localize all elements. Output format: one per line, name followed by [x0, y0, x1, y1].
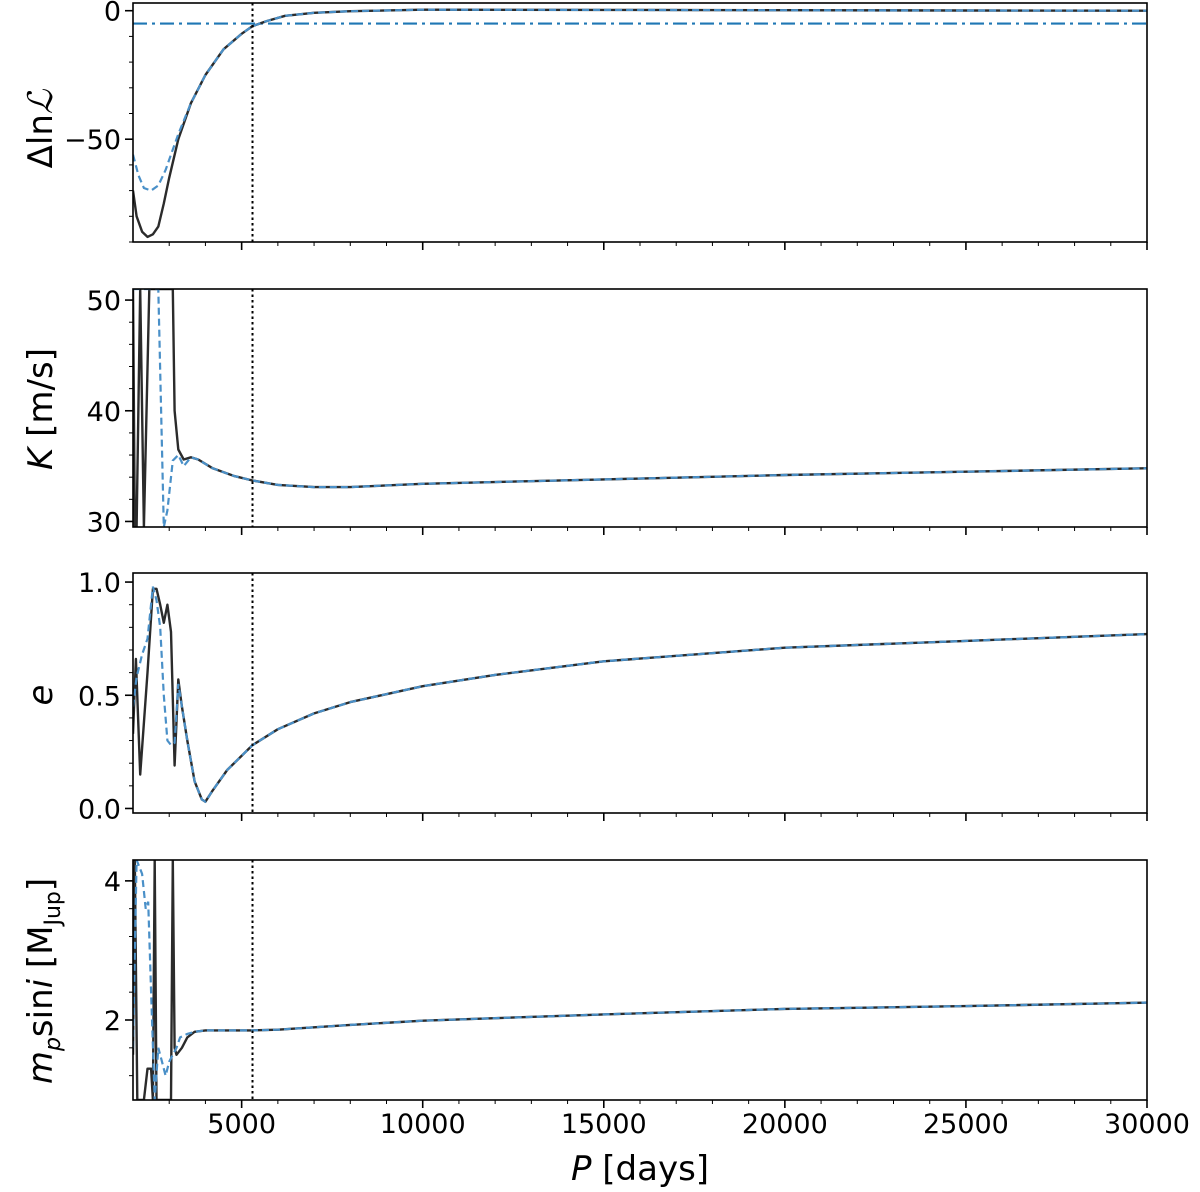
- panel-semi-amplitude: 30 40 50 K [m/s]: [21, 286, 1148, 538]
- x-tick-label: 25000: [923, 1109, 1009, 1140]
- plot-area: 30 40 50: [87, 286, 1148, 538]
- series-line-dashed: [133, 8, 1147, 192]
- data-layer: [133, 573, 1147, 813]
- series-line-solid: [133, 8, 1147, 239]
- y-axis-label: Δlnℒ: [21, 88, 61, 168]
- data-layer: [133, 3, 1147, 242]
- series-line-dashed: [133, 289, 1147, 527]
- x-tick-label: 20000: [742, 1109, 828, 1140]
- panel-minimum-mass: 2 4 5000 10000 15000 20000 25000 30000 mpsini […: [21, 859, 1190, 1140]
- series-line-solid: [133, 289, 1147, 527]
- series-line-solid: [133, 860, 1147, 1100]
- y-tick-label: −50: [64, 125, 121, 156]
- y-tick-label: 1.0: [78, 568, 121, 599]
- y-axis-label: mpsini [MJup]: [21, 878, 66, 1084]
- data-layer: [133, 860, 1147, 1100]
- y-tick-label: 0.0: [78, 794, 121, 825]
- series-line-dashed: [133, 860, 1147, 1100]
- panel-log-likelihood: 0 −50 Δlnℒ: [21, 0, 1148, 250]
- x-tick-label: 10000: [380, 1109, 466, 1140]
- axes-frame: [132, 572, 1148, 814]
- y-tick-label: 40: [87, 397, 121, 428]
- x-tick-label: 5000: [207, 1109, 276, 1140]
- axes-frame: [132, 859, 1148, 1101]
- x-tick-label: 30000: [1104, 1109, 1190, 1140]
- panel-eccentricity: 0.0 0.5 1.0 e: [21, 568, 1148, 825]
- y-tick-label: 50: [87, 286, 121, 317]
- y-tick-label: 4: [104, 867, 121, 898]
- plot-area: 2 4 5000 10000 15000 20000 25000 30000: [104, 859, 1190, 1140]
- x-axis-label: P [days]: [571, 1149, 709, 1189]
- plot-area: 0.0 0.5 1.0: [78, 568, 1148, 825]
- axes-frame: [132, 2, 1148, 243]
- series-line-solid: [133, 587, 1147, 803]
- y-axis-label: e: [21, 685, 61, 706]
- plot-area: 0 −50: [64, 0, 1148, 250]
- data-layer: [133, 289, 1147, 527]
- y-tick-label: 2: [104, 1006, 121, 1037]
- y-tick-label: 0.5: [78, 681, 121, 712]
- axes-frame: [132, 288, 1148, 528]
- x-tick-label: 15000: [561, 1109, 647, 1140]
- y-axis-label: K [m/s]: [21, 348, 61, 470]
- y-tick-label: 0: [104, 0, 121, 28]
- y-tick-label: 30: [87, 507, 121, 538]
- series-line-dashed: [133, 586, 1147, 804]
